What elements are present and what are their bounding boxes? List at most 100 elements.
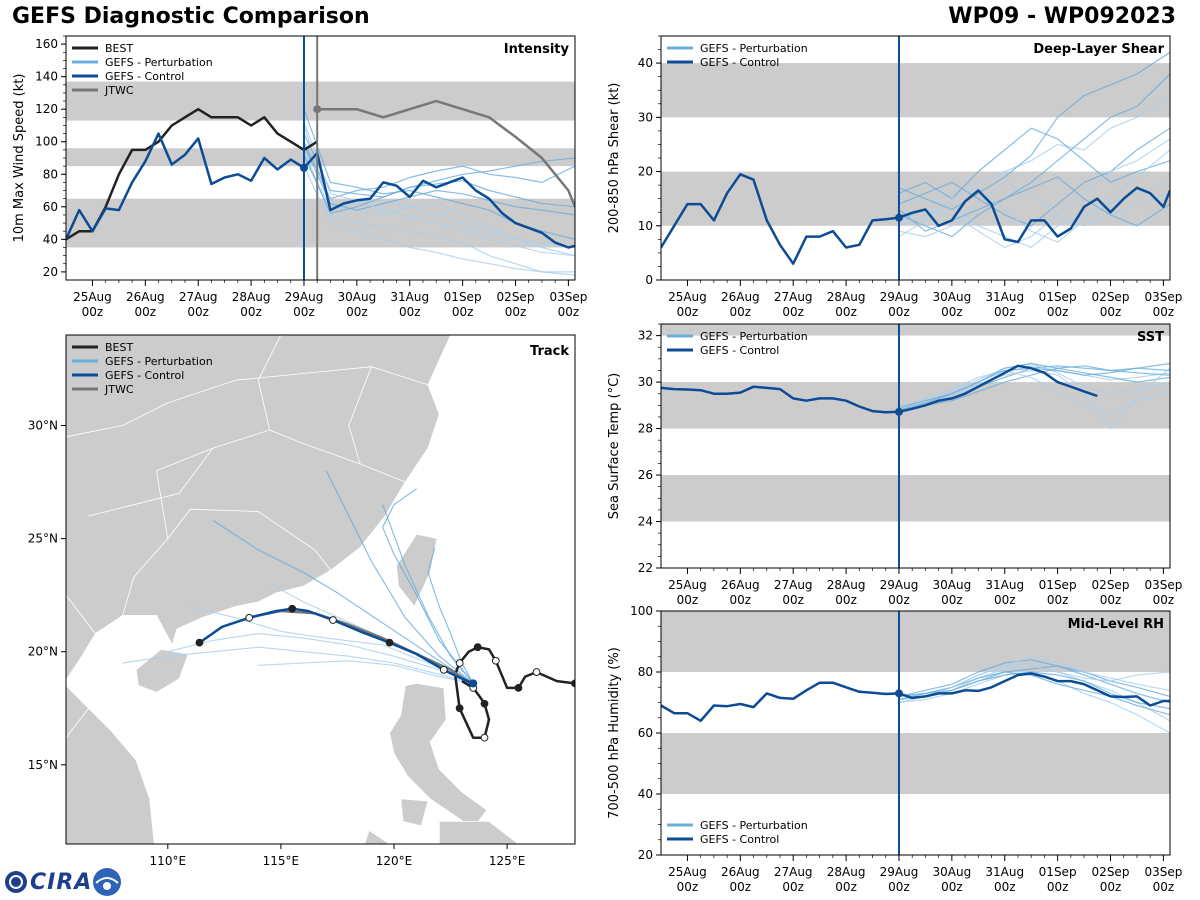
series-line-gefs-perturbation: [898, 51, 1170, 211]
legend-label: GEFS - Perturbation: [700, 819, 808, 832]
cira-logo: CIRA: [4, 866, 122, 898]
reference-band: [661, 611, 1170, 672]
x-tick-label-date: 26Aug: [721, 578, 760, 592]
series-line-gefs-perturbation: [898, 181, 1170, 249]
y-tick-label: 30: [638, 375, 653, 389]
x-tick-label-hour: 00z: [782, 593, 804, 607]
x-tick-label-hour: 00z: [293, 305, 315, 319]
x-tick-label-hour: 00z: [888, 880, 910, 894]
x-tick-label-hour: 00z: [994, 880, 1016, 894]
reference-band: [661, 733, 1170, 794]
y-tick-label: 0: [645, 273, 653, 287]
reference-band: [66, 148, 575, 167]
reference-band: [661, 324, 1170, 336]
chart-track: 110°E 115°E 120°E 125°E 15°N 20°N 25°N 30°N Trac…: [28, 334, 576, 868]
x-tick-label-hour: 00z: [135, 305, 157, 319]
y-tick-label: 15°N: [28, 758, 58, 772]
x-tick-label-date: 03Sep: [1144, 290, 1182, 304]
x-tick-label-date: 29Aug: [880, 290, 919, 304]
legend-label: GEFS - Perturbation: [105, 355, 213, 368]
x-tick-label-hour: 00z: [558, 305, 580, 319]
track-line-gefs-perturbation: [325, 470, 474, 684]
series-line-gefs-perturbation: [303, 157, 575, 249]
province-border: [257, 335, 282, 431]
track-position-marker: [480, 733, 489, 742]
x-tick-label-date: 02Sep: [1092, 290, 1130, 304]
series-line-best: [66, 107, 318, 241]
x-tick-label-hour: 00z: [888, 305, 910, 319]
x-tick-label-hour: 00z: [1153, 593, 1175, 607]
y-axis-label: 700-500 hPa Humidity (%): [607, 647, 622, 819]
series-line-gefs-perturbation: [898, 369, 1170, 416]
series-line-gefs-perturbation: [898, 656, 1170, 704]
series-line-gefs-perturbation: [898, 138, 1170, 249]
x-tick-label-date: 27Aug: [774, 290, 813, 304]
x-tick-label-hour: 00z: [1100, 880, 1122, 894]
series-group: [661, 656, 1170, 734]
y-tick-label: 140: [35, 70, 58, 84]
legend-label: JTWC: [104, 84, 134, 97]
reference-band: [66, 198, 575, 248]
x-tick-label-date: 29Aug: [285, 290, 324, 304]
x-tick-label-hour: 00z: [346, 305, 368, 319]
y-tick-label: 30: [638, 110, 653, 124]
x-tick-label-hour: 00z: [1153, 305, 1175, 319]
track-line-gefs-perturbation: [212, 520, 474, 684]
x-tick-label-date: 31Aug: [985, 578, 1024, 592]
province-border: [66, 594, 96, 634]
track-line-gefs-perturbation: [258, 660, 474, 684]
x-tick-label-date: 28Aug: [232, 290, 271, 304]
track-position-marker: [491, 656, 500, 665]
series-line-gefs-perturbation: [898, 95, 1170, 205]
series-line-gefs-perturbation: [898, 671, 1170, 716]
y-tick-label: 32: [638, 329, 653, 343]
track-position-marker: [532, 668, 541, 676]
control-init-marker: [299, 163, 308, 172]
x-tick-label-date: 31Aug: [985, 290, 1024, 304]
x-tick-label-hour: 00z: [1100, 593, 1122, 607]
x-tick-label-date: 27Aug: [774, 578, 813, 592]
track-position-marker: [455, 704, 464, 713]
x-tick-label-hour: 00z: [941, 880, 963, 894]
y-tick-label: 60: [43, 200, 58, 214]
x-tick-label: 110°E: [150, 854, 187, 868]
track-position-marker: [473, 643, 482, 652]
x-tick-label-hour: 00z: [187, 305, 209, 319]
legend-label: BEST: [105, 341, 133, 354]
x-tick-label-hour: 00z: [835, 880, 857, 894]
track-line-gefs-perturbation: [167, 633, 474, 684]
y-tick-label: 30°N: [28, 418, 58, 432]
legend-label: GEFS - Perturbation: [700, 330, 808, 343]
x-tick-label-date: 27Aug: [179, 290, 218, 304]
jtwc-init-marker: [313, 105, 322, 114]
x-tick-label-date: 26Aug: [721, 865, 760, 879]
x-tick-label-hour: 00z: [677, 593, 699, 607]
x-tick-label-hour: 00z: [730, 305, 752, 319]
x-tick-label-date: 01Sep: [1039, 865, 1077, 879]
x-tick-label-hour: 00z: [82, 305, 104, 319]
track-line-gefs-perturbation: [427, 547, 474, 684]
x-tick-label-date: 02Sep: [1092, 578, 1130, 592]
x-tick-label-date: 29Aug: [880, 865, 919, 879]
reference-band: [66, 81, 575, 121]
x-tick-label-hour: 00z: [1153, 880, 1175, 894]
y-axis-label: Sea Surface Temp (°C): [607, 373, 622, 520]
axes-frame: [660, 323, 1171, 569]
chart-title: Intensity: [504, 42, 570, 57]
control-init-marker: [894, 689, 903, 698]
province-border: [348, 366, 372, 465]
y-tick-label: 20°N: [28, 645, 58, 659]
track-position-marker: [385, 638, 394, 647]
series-line-gefs-perturbation: [303, 133, 575, 198]
x-tick-label-date: 29Aug: [880, 578, 919, 592]
x-tick-label-date: 26Aug: [126, 290, 165, 304]
mindoro-island: [400, 798, 429, 827]
province-border: [122, 508, 332, 616]
legend-label: GEFS - Control: [700, 344, 779, 357]
x-tick-label-hour: 00z: [994, 305, 1016, 319]
track-position-marker: [195, 638, 204, 647]
chart-title: Mid-Level RH: [1068, 617, 1164, 632]
x-tick-label-date: 27Aug: [774, 865, 813, 879]
track-position-marker: [480, 699, 489, 708]
